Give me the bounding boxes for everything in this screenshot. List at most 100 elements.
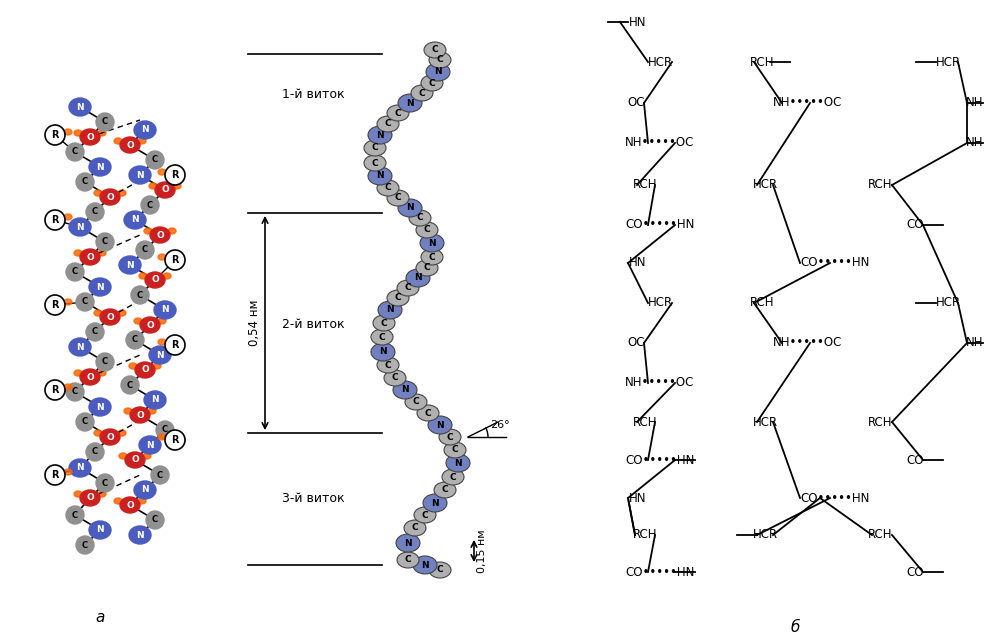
Text: N: N	[136, 531, 144, 540]
Text: O: O	[151, 275, 159, 285]
Text: C: C	[142, 246, 148, 255]
Text: N: N	[414, 273, 422, 282]
Text: N: N	[96, 282, 104, 291]
Text: C: C	[429, 253, 435, 262]
Ellipse shape	[130, 407, 150, 423]
Ellipse shape	[134, 481, 156, 499]
Text: C: C	[417, 214, 423, 223]
Text: C: C	[412, 524, 418, 532]
Ellipse shape	[94, 190, 102, 196]
Ellipse shape	[405, 394, 427, 410]
Text: C: C	[395, 294, 401, 303]
Text: CO: CO	[906, 566, 924, 579]
Circle shape	[165, 250, 185, 270]
Ellipse shape	[417, 405, 439, 421]
Text: C: C	[152, 515, 158, 525]
Ellipse shape	[64, 299, 72, 305]
Text: HCR: HCR	[935, 296, 961, 310]
Ellipse shape	[80, 490, 100, 506]
Ellipse shape	[387, 290, 409, 306]
Text: N: N	[151, 396, 159, 404]
Circle shape	[45, 465, 65, 485]
Text: C: C	[419, 88, 425, 97]
Text: 0,15 нм: 0,15 нм	[477, 529, 487, 573]
Text: CO•••••HN: CO•••••HN	[800, 492, 870, 504]
Circle shape	[136, 241, 154, 259]
Text: O: O	[131, 456, 139, 465]
Circle shape	[96, 113, 114, 131]
Text: OC: OC	[627, 337, 645, 349]
Ellipse shape	[129, 166, 151, 184]
Text: O: O	[126, 500, 134, 509]
Ellipse shape	[80, 249, 100, 265]
Text: HN: HN	[629, 257, 647, 269]
Ellipse shape	[368, 167, 392, 185]
Ellipse shape	[69, 459, 91, 477]
Circle shape	[156, 421, 174, 439]
Ellipse shape	[163, 273, 171, 279]
Ellipse shape	[426, 63, 450, 81]
Ellipse shape	[125, 452, 145, 468]
Ellipse shape	[100, 309, 120, 325]
Circle shape	[165, 430, 185, 450]
Ellipse shape	[398, 94, 422, 112]
Ellipse shape	[377, 180, 399, 196]
Ellipse shape	[377, 357, 399, 373]
Ellipse shape	[98, 491, 106, 497]
Text: N: N	[431, 499, 439, 508]
Text: C: C	[379, 333, 385, 342]
Text: N: N	[406, 99, 414, 108]
Text: C: C	[452, 445, 458, 454]
Text: C: C	[82, 177, 88, 186]
Ellipse shape	[74, 491, 82, 497]
Text: CO•••••HN: CO•••••HN	[625, 454, 695, 467]
Ellipse shape	[421, 249, 443, 265]
Ellipse shape	[145, 272, 165, 288]
Ellipse shape	[69, 98, 91, 116]
Ellipse shape	[64, 469, 72, 475]
Text: C: C	[442, 486, 448, 495]
Ellipse shape	[64, 214, 72, 220]
Ellipse shape	[414, 507, 436, 523]
Text: C: C	[72, 511, 78, 520]
Text: N: N	[386, 305, 394, 314]
Text: R: R	[171, 255, 179, 265]
Ellipse shape	[129, 526, 151, 544]
Text: CO: CO	[906, 454, 924, 467]
Ellipse shape	[371, 329, 393, 345]
Circle shape	[66, 383, 84, 401]
Text: C: C	[385, 360, 391, 369]
Text: N: N	[161, 305, 169, 314]
Text: RCH: RCH	[750, 56, 774, 68]
Ellipse shape	[138, 498, 146, 504]
Ellipse shape	[154, 301, 176, 319]
Text: C: C	[72, 387, 78, 397]
Text: C: C	[102, 358, 108, 367]
Text: NH: NH	[966, 337, 984, 349]
Ellipse shape	[89, 521, 111, 539]
Circle shape	[76, 536, 94, 554]
Ellipse shape	[119, 256, 141, 274]
Text: N: N	[126, 260, 134, 269]
Text: N: N	[434, 67, 442, 77]
Circle shape	[66, 263, 84, 281]
Text: C: C	[92, 447, 98, 456]
Text: C: C	[395, 193, 401, 202]
Text: C: C	[385, 184, 391, 193]
Text: CO•••••HN: CO•••••HN	[625, 218, 695, 232]
Text: RCH: RCH	[633, 179, 657, 191]
Ellipse shape	[364, 155, 386, 171]
Text: C: C	[162, 426, 168, 435]
Text: RCH: RCH	[633, 529, 657, 541]
Text: CO•••••HN: CO•••••HN	[625, 566, 695, 579]
Text: R: R	[51, 470, 59, 480]
Text: C: C	[82, 417, 88, 426]
Ellipse shape	[149, 346, 171, 364]
Ellipse shape	[89, 158, 111, 176]
Ellipse shape	[378, 301, 402, 319]
Text: C: C	[92, 328, 98, 337]
Ellipse shape	[98, 250, 106, 256]
Text: C: C	[405, 556, 411, 564]
Circle shape	[76, 413, 94, 431]
Text: N: N	[404, 538, 412, 547]
